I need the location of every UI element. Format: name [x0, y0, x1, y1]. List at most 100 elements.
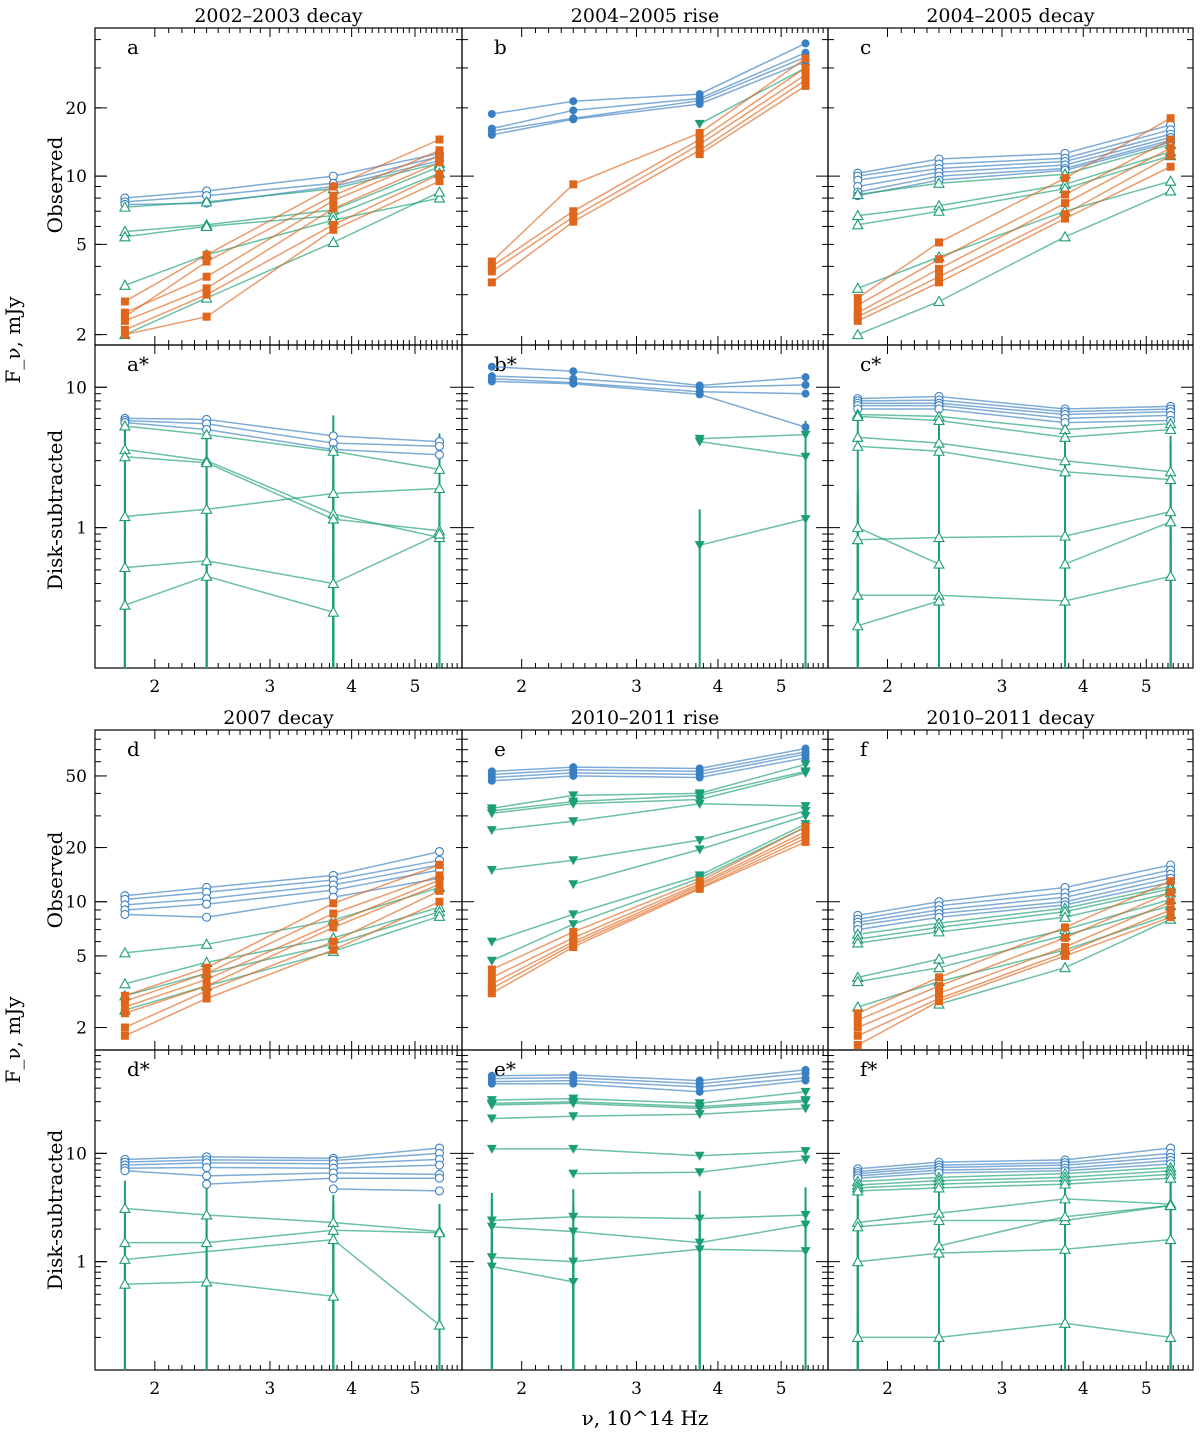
marker-open-triangle: [933, 594, 945, 606]
series-green-6: [118, 482, 446, 522]
marker-square: [1166, 114, 1175, 123]
series-blue-1: [120, 151, 445, 207]
marker-square: [487, 973, 496, 982]
marker-square: [435, 158, 444, 167]
marker-open-triangle: [851, 218, 864, 230]
marker-open-triangle: [1059, 1243, 1071, 1254]
series-orange-15: [853, 162, 1175, 325]
marker-filled-circle: [569, 115, 578, 124]
marker-open-triangle: [851, 282, 864, 293]
marker-square: [202, 969, 211, 978]
panel-f-star: 2 3 4 5 f*: [827, 1049, 1194, 1399]
marker-open-triangle: [933, 445, 945, 456]
x-tick-label: 4: [713, 1379, 724, 1399]
ylabel-disk-top: Disk-subtracted: [43, 430, 67, 591]
marker-square: [120, 1009, 129, 1018]
panel-c: 2004–2005 decay c: [827, 5, 1194, 346]
marker-square: [435, 886, 444, 895]
panel-a-star: 2 3 4 5 1 10 a*: [65, 344, 463, 697]
series-orange-13: [487, 827, 810, 982]
series-orange-12: [120, 170, 444, 334]
marker-down-triangle: [486, 1114, 497, 1124]
series-green-11: [486, 1220, 811, 1248]
marker-open-triangle: [433, 463, 446, 474]
marker-square: [487, 965, 496, 974]
series-green-9: [851, 521, 945, 569]
figure-labels: F_ν, mJy F_ν, mJy Observed Disk-subtract…: [1, 136, 708, 1430]
marker-open-triangle: [200, 938, 213, 949]
series-line: [491, 1076, 806, 1088]
series-line: [857, 1322, 1171, 1339]
series-line: [124, 455, 440, 532]
marker-filled-circle: [487, 776, 496, 785]
marker-open-triangle: [1059, 465, 1071, 477]
series-line: [491, 763, 806, 810]
series-line: [124, 162, 440, 208]
marker-open-triangle: [433, 1318, 446, 1330]
marker-square: [329, 909, 338, 918]
series-line: [491, 56, 806, 132]
ylabel-common-top: F_ν, mJy: [1, 296, 25, 384]
x-tick-label: 5: [1141, 1379, 1152, 1399]
marker-open-triangle: [851, 328, 864, 340]
series-line: [124, 1158, 440, 1166]
marker-down-triangle: [694, 799, 705, 809]
panel-title: 2002–2003 decay: [194, 5, 363, 27]
series-line: [857, 395, 1171, 410]
marker-square: [934, 264, 943, 273]
marker-open-circle: [328, 1184, 338, 1194]
series-green-5: [694, 437, 811, 462]
y-tick-label: 5: [76, 947, 87, 967]
marker-square: [329, 191, 338, 200]
marker-down-triangle: [486, 1216, 497, 1226]
series-green-7: [851, 431, 1177, 477]
series-line: [491, 831, 806, 979]
series-line: [124, 906, 440, 985]
series-line: [857, 139, 1171, 193]
series-blue-3: [120, 1160, 445, 1173]
marker-open-triangle: [118, 510, 131, 522]
panel-c-star: 2 3 4 5 c*: [827, 344, 1194, 697]
series-green-5: [118, 450, 446, 536]
panel-b-star: 2 3 4 5 b*: [461, 344, 829, 697]
marker-open-triangle: [933, 1331, 945, 1342]
marker-down-triangle: [568, 791, 579, 801]
marker-square: [801, 76, 810, 85]
marker-open-circle: [434, 1173, 445, 1183]
series-layer: [851, 391, 1177, 668]
series-line: [857, 1173, 1171, 1189]
marker-square: [934, 238, 943, 247]
series-line: [699, 433, 806, 440]
series-line: [857, 143, 1171, 196]
series-orange-10: [120, 151, 444, 317]
series-line: [124, 869, 440, 911]
series-line: [491, 1072, 806, 1085]
series-orange-11: [120, 158, 444, 325]
marker-open-triangle: [1164, 175, 1177, 186]
y-tick-label: 10: [65, 1144, 87, 1164]
marker-open-triangle: [933, 557, 945, 569]
marker-open-circle: [328, 1173, 338, 1183]
panel-label: c*: [860, 352, 881, 376]
marker-open-triangle: [200, 220, 213, 231]
marker-square: [695, 140, 704, 149]
panel-label: a: [127, 35, 139, 59]
marker-filled-circle: [695, 1087, 704, 1096]
marker-open-triangle: [851, 619, 864, 631]
marker-square: [1166, 913, 1175, 922]
marker-open-triangle: [851, 410, 864, 421]
series-orange-14: [853, 151, 1175, 321]
series-line: [857, 138, 1171, 306]
marker-down-triangle: [800, 1210, 811, 1220]
marker-square: [569, 207, 578, 216]
series-line: [857, 117, 1171, 299]
panel-frame: [94, 344, 463, 669]
y-tick-label: 20: [65, 839, 87, 859]
marker-square: [853, 312, 862, 321]
series-green-6: [486, 768, 811, 819]
marker-open-triangle: [1164, 570, 1177, 581]
series-line: [857, 891, 1171, 1021]
series-line: [857, 415, 1171, 439]
marker-square: [202, 982, 211, 991]
marker-open-triangle: [118, 977, 131, 989]
